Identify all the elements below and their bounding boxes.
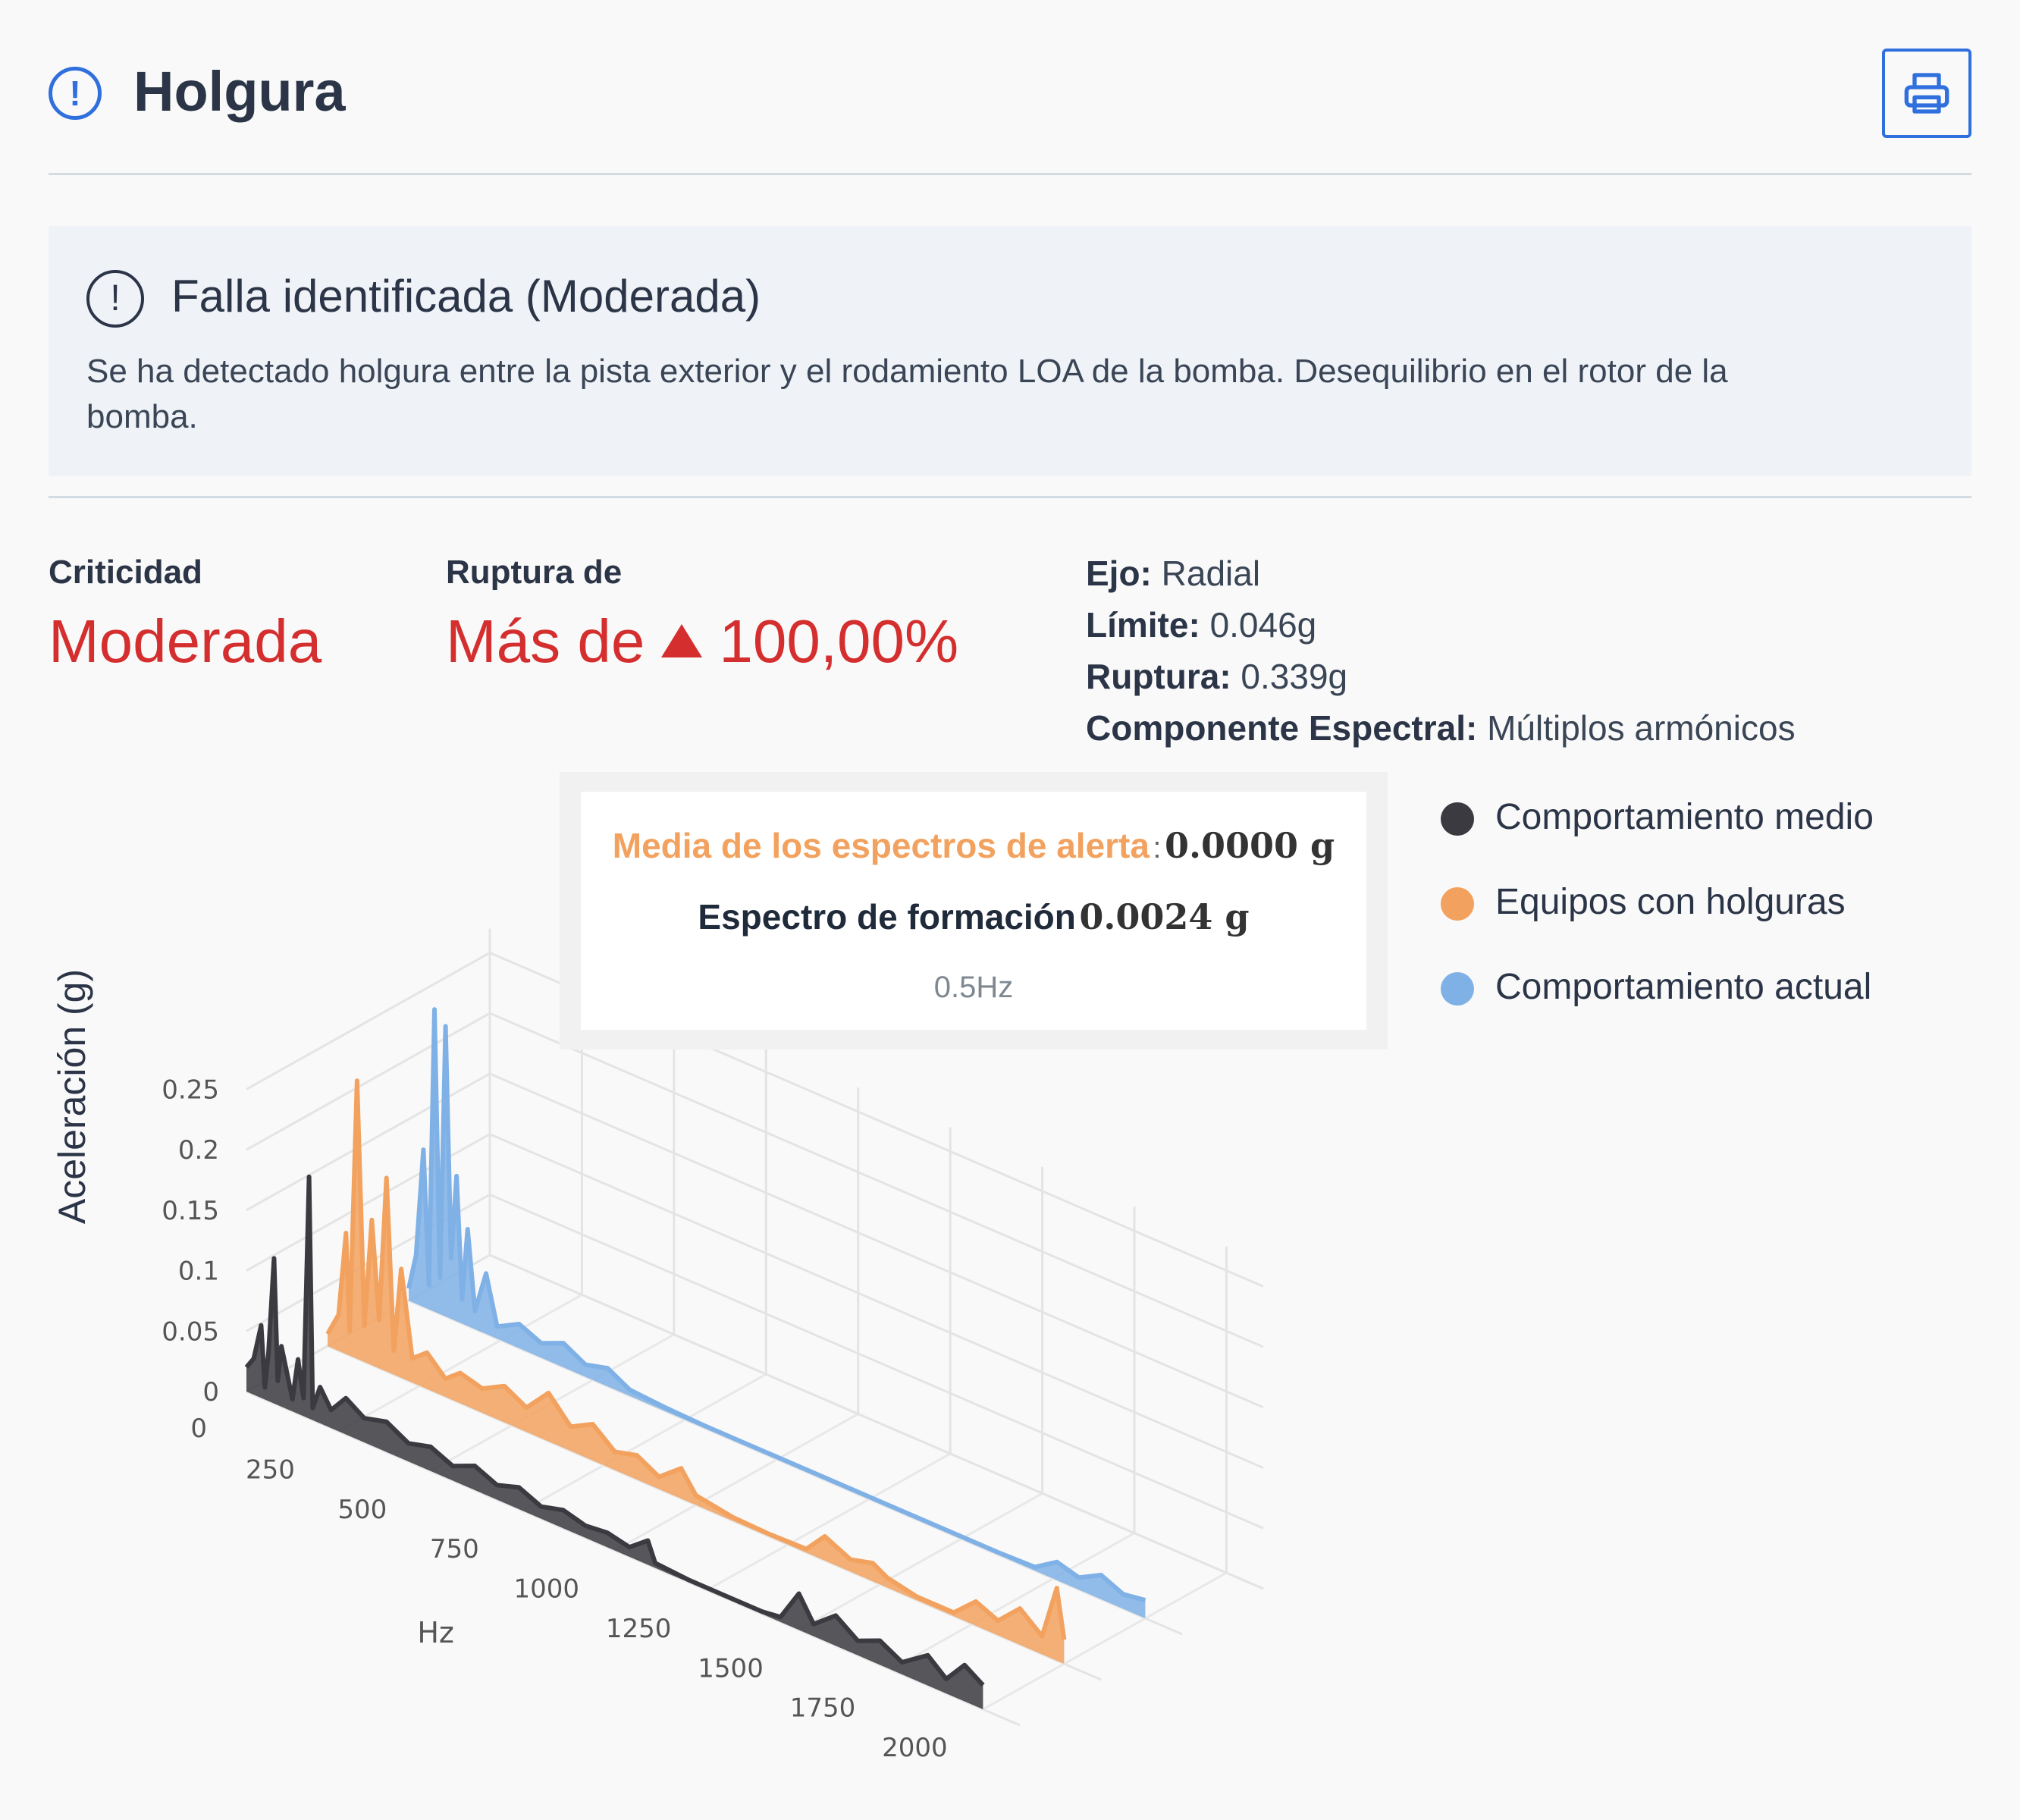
grid-line xyxy=(246,952,491,1090)
fault-description: Se ha detectado holgura entre la pista e… xyxy=(86,353,1728,435)
tooltip-frequency: 0.5Hz xyxy=(933,971,1014,1004)
rupture-label: Ruptura de xyxy=(446,554,623,591)
divider xyxy=(49,496,1971,498)
tooltip-value: 0.0000 g xyxy=(1164,825,1335,866)
grid-line xyxy=(489,1012,1264,1348)
detail-spectral-component: Componente Espectral: Múltiplos armónico… xyxy=(1086,708,1796,748)
series-line xyxy=(406,1007,1146,1602)
detail-rupture: Ruptura: 0.339g xyxy=(1086,657,1348,696)
detail-limit: Límite: 0.046g xyxy=(1086,605,1317,645)
grid-line xyxy=(489,1193,1264,1530)
criticality-value: Moderada xyxy=(49,607,322,675)
page-header: ! Holgura xyxy=(49,44,1971,175)
fault-title: Falla identificada (Moderada) xyxy=(171,271,761,322)
x-tick-label: 250 xyxy=(246,1454,295,1485)
x-tick-label: 750 xyxy=(430,1534,479,1564)
y-tick-label: 0.1 xyxy=(178,1257,219,1287)
tooltip-series-name: Media de los espectros de alerta xyxy=(612,826,1150,865)
series-area xyxy=(409,1009,1146,1619)
series-area xyxy=(246,1176,983,1710)
detail-axis: Ejo: Radial xyxy=(1086,554,1261,593)
x-tick-label: 2000 xyxy=(882,1733,948,1763)
z-tick-label: 0 xyxy=(190,1414,207,1444)
details-list: Ejo: Radial Límite: 0.046g Ruptura: 0.33… xyxy=(1086,548,1796,754)
criticality-label: Criticidad xyxy=(49,554,202,591)
x-tick-label: 1750 xyxy=(790,1693,856,1724)
x-tick-label: 1000 xyxy=(513,1574,579,1605)
y-tick-label: 0 xyxy=(202,1377,219,1407)
y-tick-label: 0.05 xyxy=(162,1316,219,1347)
tooltip-value: 0.0024 g xyxy=(1079,896,1250,937)
chart-tooltip: Media de los espectros de alerta : 0.000… xyxy=(560,772,1388,1050)
y-tick-label: 0.2 xyxy=(178,1135,219,1166)
legend-dot xyxy=(1441,972,1474,1006)
print-button[interactable] xyxy=(1882,49,1971,138)
spectrum-chart[interactable]: 0 0.05 0.1 0.15 0.2 0.25 0 250 500 750 1000 1250 150… xyxy=(0,743,1441,1820)
grid-line xyxy=(489,1133,1264,1469)
x-tick-label: 1500 xyxy=(698,1653,764,1684)
alert-circle-icon: ! xyxy=(86,270,144,328)
y-axis-label: Aceleración (g) xyxy=(51,969,93,1224)
rupture-prefix: Más de xyxy=(446,607,645,675)
tooltip-series-name: Espectro de formación xyxy=(698,897,1076,937)
alert-circle-icon: ! xyxy=(49,67,102,120)
legend-dot xyxy=(1441,802,1474,836)
y-tick-label: 0.15 xyxy=(162,1196,219,1226)
series-line xyxy=(244,1174,985,1687)
grid-line xyxy=(489,1254,1264,1590)
grid-line xyxy=(890,1532,1135,1671)
series-line xyxy=(325,1078,1067,1640)
y-tick-label: 0.25 xyxy=(162,1075,219,1105)
grid-line xyxy=(246,1012,491,1151)
grid-line xyxy=(337,1294,583,1432)
x-axis-label: Hz xyxy=(417,1616,454,1649)
fault-alert-box: ! Falla identificada (Moderada) Se ha de… xyxy=(49,226,1971,476)
triangle-up-icon xyxy=(661,623,703,657)
grid-line xyxy=(522,1373,767,1512)
x-tick-label: 1250 xyxy=(606,1614,672,1644)
x-tick-label: 500 xyxy=(337,1495,387,1525)
grid-line xyxy=(613,1413,859,1552)
grid-line xyxy=(489,1072,1264,1409)
page-title: Holgura xyxy=(133,60,346,123)
legend-dot xyxy=(1441,887,1474,921)
grid-line xyxy=(798,1492,1043,1631)
grid-line xyxy=(982,1571,1228,1711)
grid-line xyxy=(706,1452,951,1592)
grid-line xyxy=(246,1072,491,1212)
rupture-value: Más de 100,00% xyxy=(446,607,958,676)
rupture-percent: 100,00% xyxy=(719,607,959,675)
printer-icon xyxy=(1904,73,1949,114)
